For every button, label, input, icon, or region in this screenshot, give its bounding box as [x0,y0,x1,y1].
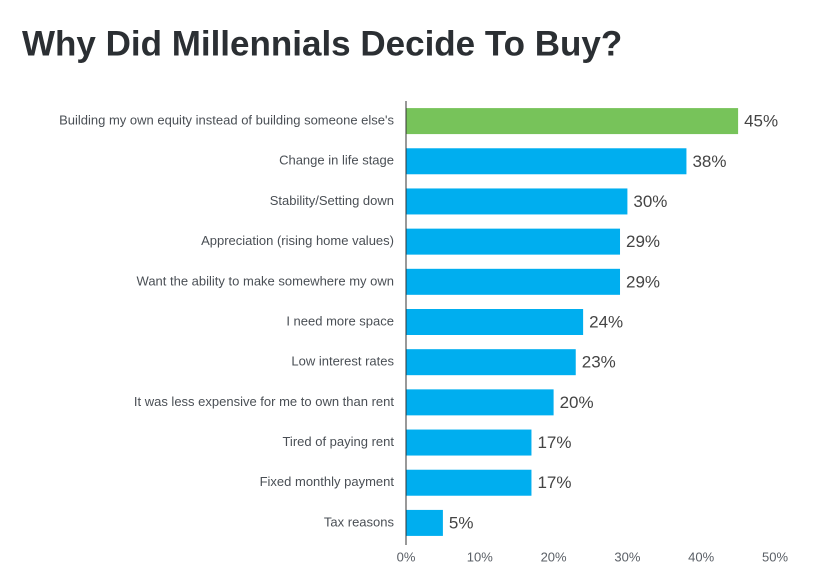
value-label: 23% [582,353,616,372]
category-label: It was less expensive for me to own than… [134,394,395,409]
x-tick-label: 0% [397,549,416,564]
value-label: 20% [560,393,594,412]
value-label: 38% [692,152,726,171]
bar [406,389,554,416]
bar [406,469,532,496]
category-label: Fixed monthly payment [260,474,395,489]
bar [406,108,739,135]
category-label: I need more space [286,313,394,328]
category-label: Want the ability to make somewhere my ow… [137,273,394,288]
value-label: 17% [537,433,571,452]
value-label: 24% [589,312,623,331]
category-label: Tired of paying rent [282,434,394,449]
x-tick-label: 10% [467,549,493,564]
bar [406,268,621,295]
category-label: Appreciation (rising home values) [201,233,394,248]
bar [406,228,621,255]
value-label: 45% [744,112,778,131]
x-tick-label: 50% [762,549,788,564]
value-label: 5% [449,513,474,532]
value-label: 29% [626,232,660,251]
category-label: Low interest rates [291,354,394,369]
bar [406,349,576,376]
category-label: Tax reasons [324,514,395,529]
value-label: 30% [633,192,667,211]
value-label: 29% [626,272,660,291]
bar [406,309,584,335]
x-tick-label: 30% [614,549,640,564]
chart-title: Why Did Millennials Decide To Buy? [22,24,622,63]
x-tick-label: 20% [541,549,567,564]
value-label: 17% [537,473,571,492]
bar [406,429,532,456]
x-tick-label: 40% [688,549,714,564]
bar [406,148,687,175]
category-label: Change in life stage [279,153,394,168]
bar [406,509,443,536]
bar [406,188,628,215]
category-label: Building my own equity instead of buildi… [59,113,394,128]
category-label: Stability/Setting down [270,193,394,208]
